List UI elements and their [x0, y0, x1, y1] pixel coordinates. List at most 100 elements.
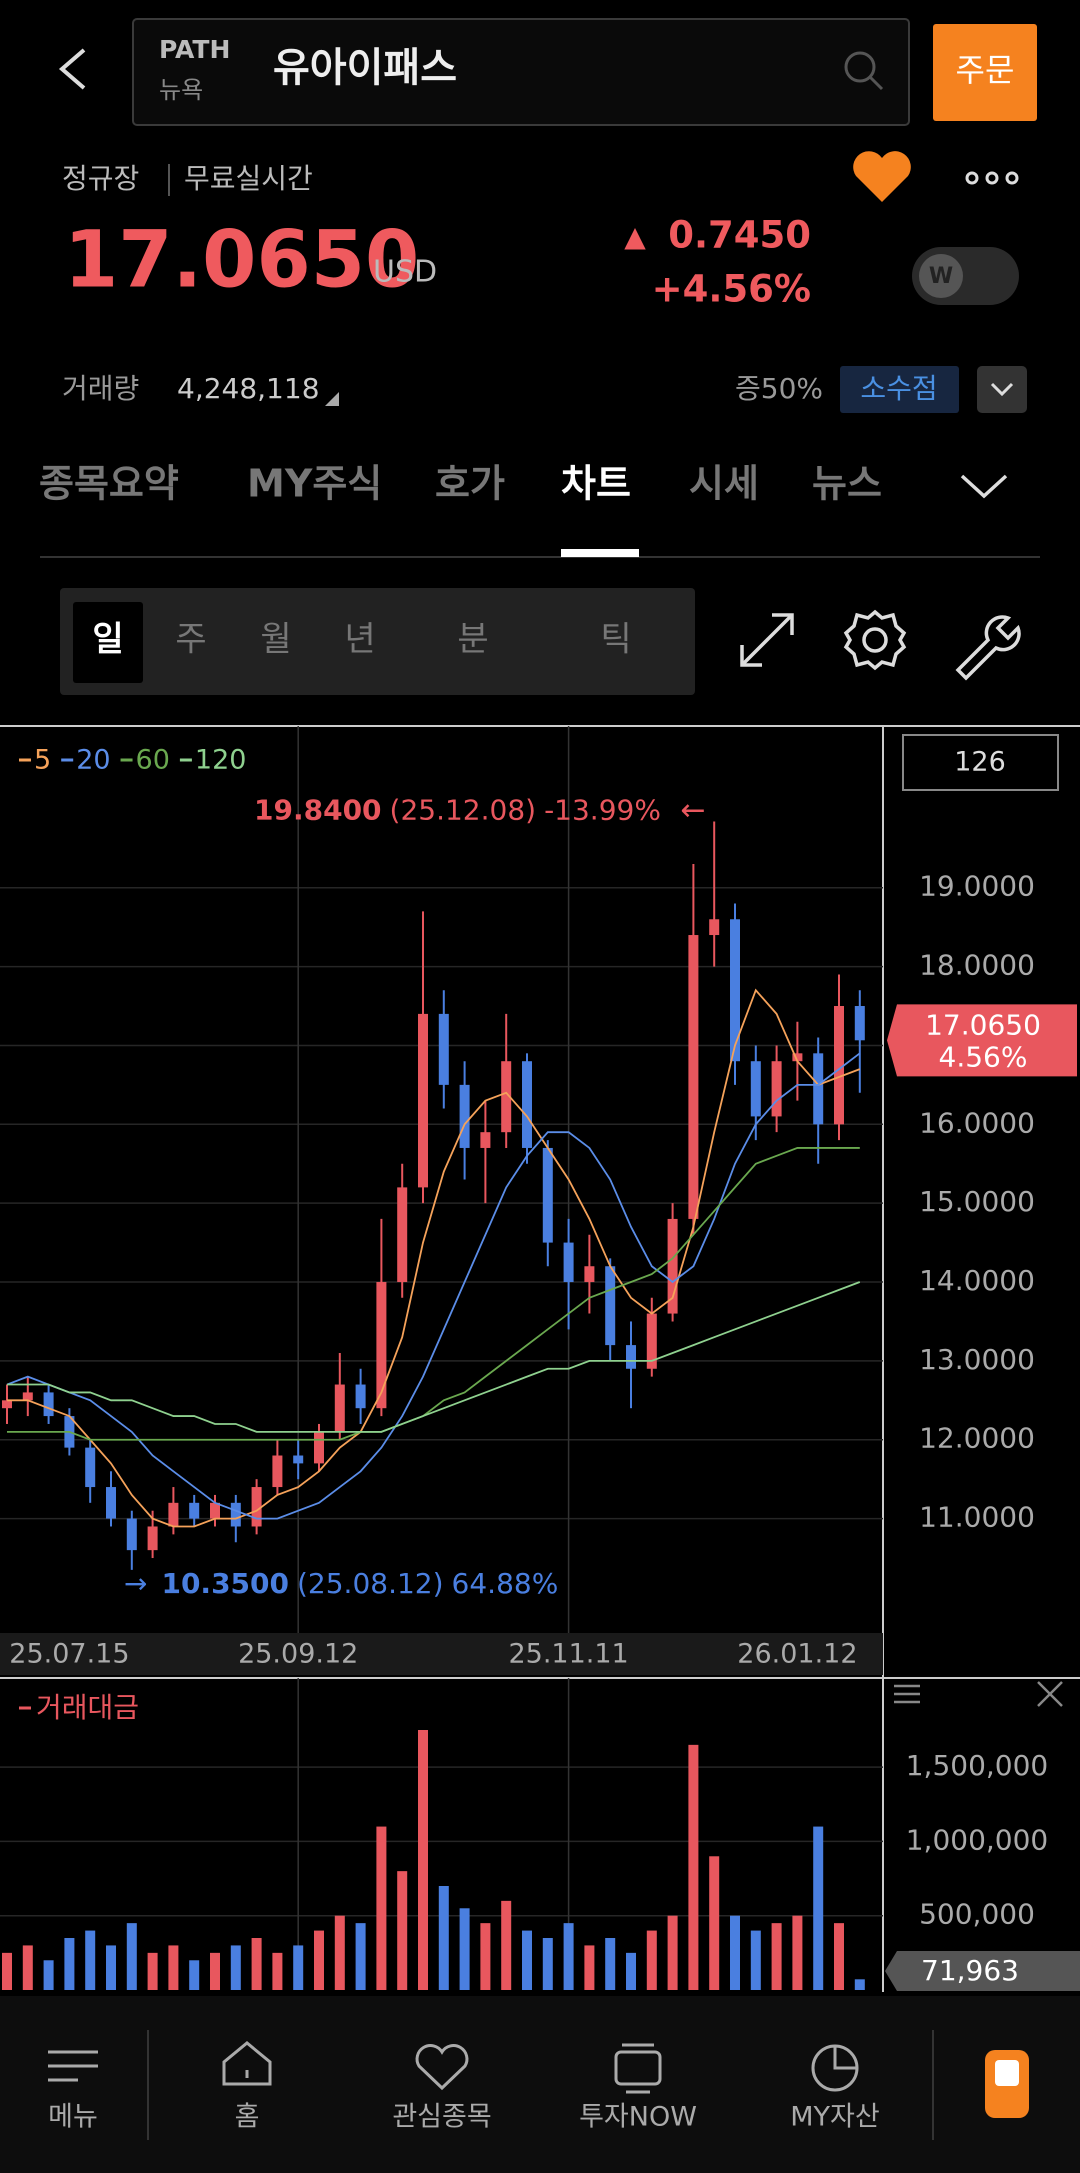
search-icon[interactable] — [844, 51, 884, 91]
search-box[interactable] — [132, 18, 910, 126]
change: 0.7450 — [668, 214, 811, 257]
volume-tick-label: 500,000 — [919, 1898, 1035, 1931]
nav-label[interactable]: 홈 — [235, 2102, 260, 2133]
volume-current-box — [885, 1951, 1080, 1991]
invest-now-icon[interactable] — [614, 2043, 662, 2094]
legend-label: 60 — [136, 745, 170, 776]
candle-count-box[interactable] — [902, 734, 1059, 791]
ma-line — [6, 1052, 861, 1520]
period-selector — [60, 588, 695, 695]
candle-body — [85, 1447, 96, 1488]
volume-bar — [813, 1826, 824, 1990]
assets-icon[interactable] — [811, 2044, 859, 2092]
volume-bar — [210, 1952, 220, 1990]
candle-body — [750, 1061, 761, 1117]
candle-body — [106, 1487, 116, 1519]
volume-bar — [43, 1960, 54, 1990]
volume-bar — [189, 1960, 200, 1990]
volume-value: 4,248,118 — [177, 372, 320, 405]
candle-body — [43, 1392, 54, 1417]
volume-label: 거래량 — [62, 372, 139, 405]
volume-bar — [2, 1952, 12, 1990]
tab[interactable]: 종목요약 — [39, 462, 179, 506]
volume-bar — [438, 1886, 449, 1990]
more-button[interactable] — [965, 171, 1019, 185]
nav-label[interactable]: 투자NOW — [579, 2102, 697, 2133]
tab-indicator — [561, 549, 639, 557]
period[interactable]: 틱 — [600, 620, 631, 660]
period[interactable]: 주 — [175, 620, 206, 660]
period[interactable]: 년 — [344, 620, 375, 660]
volume-bar — [459, 1908, 470, 1990]
volume-menu[interactable] — [894, 1684, 920, 1704]
candle-body — [792, 1053, 803, 1062]
candle-body — [126, 1518, 137, 1551]
y-tick-label: 14.0000 — [919, 1264, 1035, 1297]
volume-bar — [563, 1923, 574, 1990]
volume-current: 71,963 — [921, 1954, 1019, 1987]
back-button[interactable] — [58, 48, 86, 90]
volume-bar — [376, 1826, 387, 1990]
x-tick-label: 26.01.12 — [737, 1639, 857, 1670]
tabs-more[interactable] — [960, 474, 1008, 499]
candle-body — [834, 1006, 844, 1125]
tab[interactable]: 뉴스 — [812, 462, 882, 506]
volume-close[interactable] — [1037, 1681, 1063, 1707]
fractional-badge[interactable] — [840, 366, 959, 413]
nav-label[interactable]: 메뉴 — [48, 2102, 98, 2133]
period[interactable]: 월 — [260, 620, 291, 660]
expand-quote[interactable] — [977, 366, 1027, 413]
max-change: -13.99% — [544, 793, 661, 826]
menu-icon[interactable] — [48, 2050, 98, 2082]
legend-label: 120 — [195, 745, 247, 776]
candle-body — [397, 1187, 408, 1283]
candle-body — [688, 935, 699, 1219]
y-tick-label: 19.0000 — [919, 870, 1035, 903]
fullscreen-button[interactable] — [740, 613, 794, 667]
settings-button[interactable] — [843, 609, 907, 671]
volume-bar — [397, 1871, 408, 1990]
ma-line — [7, 988, 861, 1528]
min-label: 10.3500 — [161, 1567, 289, 1600]
candle-body — [293, 1455, 304, 1464]
volume-legend: 거래대금 — [36, 1691, 139, 1724]
y-tick-label: 16.0000 — [919, 1106, 1035, 1139]
feed: 무료실시간 — [184, 162, 313, 195]
candle-body — [709, 919, 720, 936]
current-change: 4.56% — [939, 1040, 1028, 1073]
candle-body — [189, 1502, 200, 1519]
tab[interactable]: 차트 — [561, 462, 631, 506]
session: 정규장 — [62, 162, 139, 195]
app-icon-inner — [995, 2060, 1019, 2086]
nav-label[interactable]: MY자산 — [790, 2102, 879, 2133]
tab[interactable]: 호가 — [435, 462, 505, 506]
margin: 증50% — [735, 372, 823, 405]
watchlist-icon[interactable] — [415, 2044, 469, 2091]
tab[interactable]: MY주식 — [247, 462, 382, 506]
period-selected — [73, 602, 143, 683]
volume-bar — [106, 1945, 116, 1990]
volume-bar — [230, 1945, 241, 1990]
candle-body — [438, 1013, 449, 1085]
period[interactable]: 일 — [92, 620, 123, 660]
order-button[interactable] — [933, 24, 1037, 121]
tools-button[interactable] — [955, 615, 1021, 681]
home-icon[interactable] — [222, 2041, 272, 2086]
volume-bar — [314, 1930, 324, 1990]
date-axis-band — [0, 1633, 883, 1675]
favorite-button[interactable] — [853, 151, 911, 202]
candle-body — [272, 1455, 283, 1488]
legend-label: 5 — [34, 745, 51, 776]
candle-body — [584, 1266, 595, 1283]
price: 17.0650 — [64, 215, 419, 305]
period[interactable]: 분 — [457, 620, 488, 660]
candle-body — [542, 1147, 553, 1243]
nav-label[interactable]: 관심종목 — [392, 2102, 491, 2133]
candle-body — [418, 1013, 428, 1188]
candle-body — [22, 1392, 33, 1401]
volume-bar — [85, 1930, 96, 1990]
candle-body — [2, 1400, 12, 1409]
tab[interactable]: 시세 — [689, 462, 759, 506]
